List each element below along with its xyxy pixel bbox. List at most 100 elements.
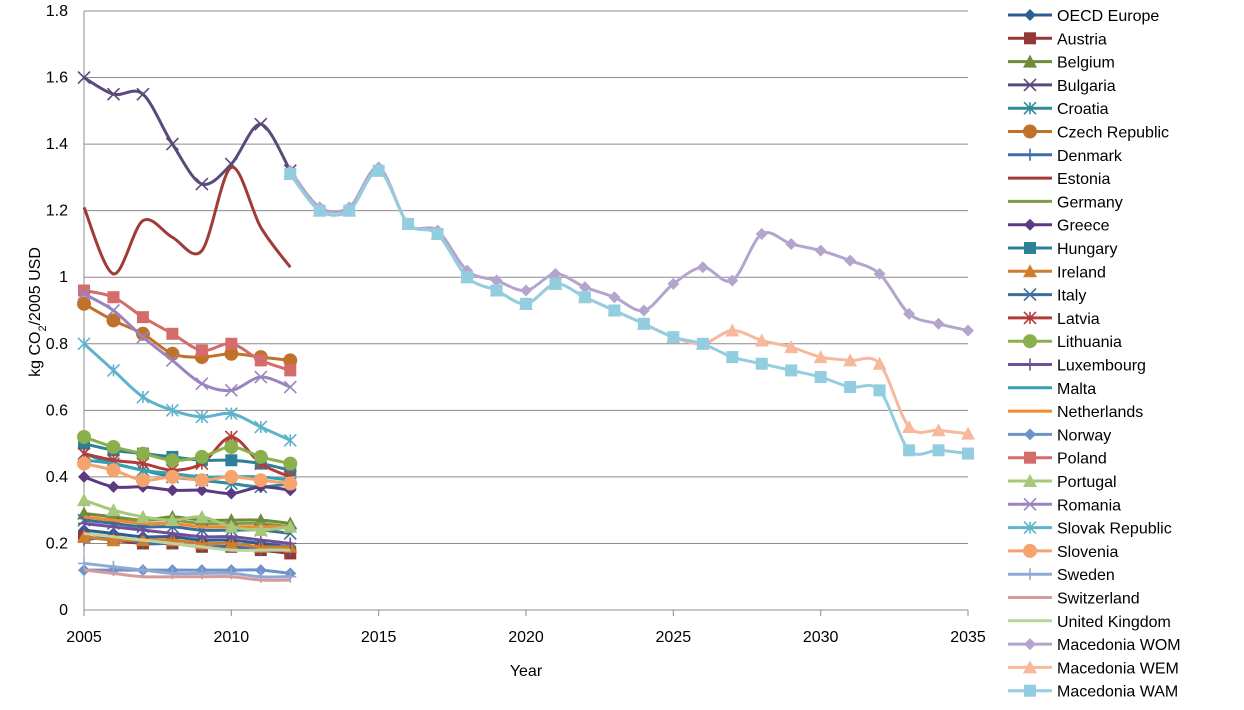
- data-point: [520, 284, 532, 297]
- data-point: [224, 346, 239, 361]
- data-point: [814, 371, 827, 384]
- data-point: [224, 439, 239, 454]
- data-point: [461, 271, 474, 284]
- legend-marker: [1023, 288, 1037, 302]
- legend-marker: [1023, 78, 1037, 92]
- y-axis-title-sub: 2: [37, 325, 49, 331]
- data-point: [195, 410, 209, 424]
- data-point: [932, 317, 945, 330]
- data-point: [254, 370, 268, 384]
- data-point: [78, 557, 90, 570]
- series-line: [83, 568, 291, 582]
- legend-item-italy: Italy: [1008, 288, 1086, 305]
- data-point: [166, 484, 179, 497]
- data-point: [873, 384, 886, 397]
- legend-marker: [1023, 264, 1037, 278]
- data-point: [962, 447, 974, 460]
- legend-marker: [1024, 9, 1036, 21]
- legend-label: Norway: [1057, 427, 1111, 444]
- series-macedonia-wem: [283, 163, 975, 440]
- x-tick-label: 2035: [950, 629, 986, 646]
- data-point: [284, 168, 297, 181]
- data-point: [814, 244, 827, 257]
- series-macedonia-wom: [284, 161, 974, 337]
- legend-label: Ireland: [1057, 264, 1106, 281]
- legend-label: Macedonia WEM: [1057, 660, 1179, 677]
- legend-item-denmark: Denmark: [1008, 148, 1123, 165]
- series-bulgaria: [77, 70, 297, 191]
- data-point: [254, 117, 268, 131]
- axes: 0 0.2 0.4 0.6 0.8 1 1.2 1.4 1.6 1.8 2005 2010 2015 20…: [46, 3, 986, 646]
- legend-item-latvia: Latvia: [1008, 311, 1100, 328]
- series-lithuania: [77, 429, 298, 471]
- legend-item-macedonia-wem: Macedonia WEM: [1008, 660, 1179, 677]
- data-point: [253, 473, 268, 488]
- series-portugal: [77, 493, 298, 537]
- legend-item-bulgaria: Bulgaria: [1008, 78, 1116, 95]
- legend-marker: [1023, 474, 1037, 487]
- data-point: [784, 340, 799, 354]
- series-slovak-republic: [77, 337, 297, 447]
- data-point: [195, 484, 208, 497]
- legend-marker: [1024, 218, 1036, 231]
- data-point: [106, 439, 121, 454]
- data-point: [931, 423, 946, 437]
- data-point: [78, 517, 90, 530]
- data-point: [725, 323, 740, 337]
- legend-item-poland: Poland: [1008, 451, 1107, 468]
- legend-marker: [1023, 543, 1037, 558]
- legend-label: Romania: [1057, 497, 1121, 514]
- data-point: [136, 564, 149, 577]
- data-point: [254, 354, 267, 367]
- data-point: [194, 509, 209, 523]
- data-point: [578, 291, 591, 304]
- legend-item-germany: Germany: [1008, 194, 1123, 211]
- data-point: [872, 356, 887, 370]
- data-point: [165, 137, 179, 151]
- data-point: [667, 277, 680, 290]
- data-point: [77, 493, 91, 507]
- data-point: [106, 303, 121, 318]
- data-point: [135, 446, 150, 461]
- legend-marker: [1023, 101, 1037, 115]
- legend-marker: [1023, 334, 1037, 349]
- data-point: [843, 353, 858, 367]
- data-point: [107, 520, 120, 533]
- x-tick-label: 2010: [214, 629, 250, 646]
- y-tick-label: 1.4: [46, 136, 68, 153]
- data-point: [107, 291, 120, 304]
- data-point: [343, 204, 356, 217]
- series-line: [83, 531, 291, 552]
- legend-item-united-kingdom: United Kingdom: [1008, 614, 1171, 631]
- data-point: [194, 449, 209, 464]
- legend-label: Portugal: [1057, 474, 1117, 491]
- data-point: [549, 277, 562, 290]
- data-point: [813, 350, 828, 364]
- data-point: [224, 383, 238, 397]
- legend-marker: [1024, 32, 1036, 45]
- data-point: [754, 333, 769, 347]
- legend-marker: [1023, 311, 1037, 325]
- y-tick-label: 1: [59, 269, 68, 286]
- series-netherlands: [83, 515, 291, 529]
- data-point: [106, 533, 121, 547]
- data-point: [902, 419, 917, 433]
- data-point: [77, 429, 91, 444]
- data-point: [520, 297, 532, 310]
- legend-marker: [1024, 428, 1036, 441]
- data-point: [284, 570, 297, 583]
- legend-item-norway: Norway: [1008, 427, 1111, 444]
- legend-item-malta: Malta: [1008, 381, 1096, 398]
- data-point: [490, 274, 503, 287]
- series-romania: [77, 287, 297, 397]
- data-point: [106, 313, 121, 328]
- data-point: [77, 456, 91, 471]
- legend-item-austria: Austria: [1008, 31, 1107, 48]
- legend-item-lithuania: Lithuania: [1008, 334, 1122, 351]
- data-point: [78, 470, 90, 483]
- data-point: [903, 444, 916, 457]
- legend-marker: [1024, 358, 1036, 371]
- legend-marker: [1023, 124, 1037, 139]
- data-point: [284, 537, 297, 550]
